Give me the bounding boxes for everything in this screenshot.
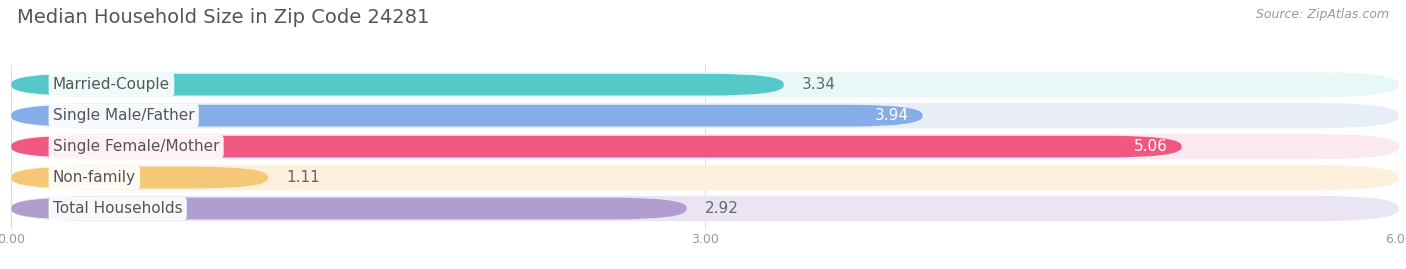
Text: 3.34: 3.34 [803, 77, 837, 92]
Text: Total Households: Total Households [53, 201, 183, 216]
Text: Single Female/Mother: Single Female/Mother [53, 139, 219, 154]
Text: Non-family: Non-family [53, 170, 136, 185]
FancyBboxPatch shape [11, 136, 1181, 157]
FancyBboxPatch shape [11, 134, 1399, 159]
Text: Source: ZipAtlas.com: Source: ZipAtlas.com [1256, 8, 1389, 21]
FancyBboxPatch shape [11, 167, 269, 188]
Text: Married-Couple: Married-Couple [53, 77, 170, 92]
Text: Median Household Size in Zip Code 24281: Median Household Size in Zip Code 24281 [17, 8, 429, 27]
Text: 3.94: 3.94 [875, 108, 908, 123]
Text: 1.11: 1.11 [287, 170, 321, 185]
FancyBboxPatch shape [11, 198, 686, 219]
FancyBboxPatch shape [11, 196, 1399, 221]
FancyBboxPatch shape [11, 105, 922, 126]
FancyBboxPatch shape [11, 74, 783, 95]
FancyBboxPatch shape [11, 103, 1399, 128]
Text: Single Male/Father: Single Male/Father [53, 108, 194, 123]
FancyBboxPatch shape [11, 72, 1399, 97]
FancyBboxPatch shape [11, 165, 1399, 190]
Text: 5.06: 5.06 [1133, 139, 1167, 154]
Text: 2.92: 2.92 [704, 201, 740, 216]
